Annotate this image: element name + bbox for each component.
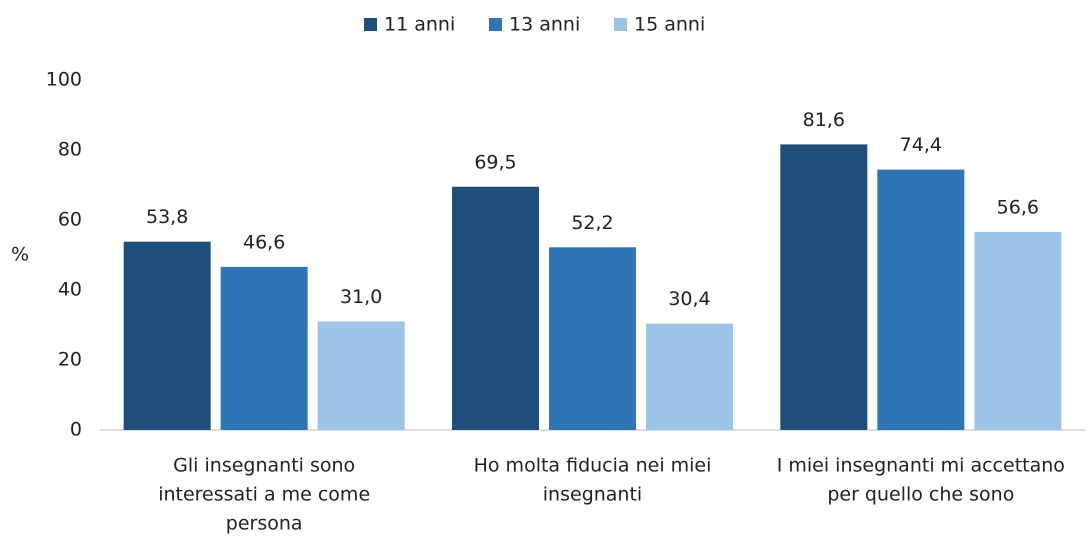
x-tick-label: I miei insegnanti mi accettano [777, 455, 1065, 477]
y-tick-label: 20 [58, 349, 82, 371]
data-label: 30,4 [668, 288, 710, 310]
data-label: 69,5 [474, 151, 516, 173]
bar [220, 266, 308, 430]
bar [646, 323, 733, 430]
bar [780, 144, 868, 430]
legend-label: 15 anni [634, 14, 705, 36]
data-label: 53,8 [146, 206, 188, 228]
bar [974, 231, 1062, 430]
data-label: 31,0 [340, 286, 382, 308]
legend-label: 11 anni [384, 14, 455, 36]
bar [317, 321, 405, 430]
x-tick-label: interessati a me come [158, 484, 370, 506]
y-tick-label: 0 [70, 419, 82, 441]
data-label: 46,6 [243, 231, 285, 253]
x-tick-label: insegnanti [543, 484, 642, 506]
x-tick-label: Gli insegnanti sono [173, 455, 355, 477]
x-tick-label: per quello che sono [827, 484, 1014, 506]
data-label: 81,6 [803, 109, 845, 131]
x-tick-label: persona [226, 513, 303, 535]
bar [549, 247, 636, 430]
y-axis-label: % [11, 244, 29, 266]
legend-swatch [364, 18, 377, 31]
bar [452, 186, 539, 430]
y-tick-label: 60 [58, 209, 82, 231]
bar [877, 169, 965, 430]
y-tick-label: 100 [46, 69, 82, 91]
data-label: 74,4 [900, 134, 942, 156]
legend-swatch [614, 18, 627, 31]
data-label: 52,2 [571, 212, 613, 234]
data-label: 56,6 [997, 196, 1039, 218]
bar [123, 241, 211, 430]
y-tick-label: 40 [58, 279, 82, 301]
legend-label: 13 anni [509, 14, 580, 36]
y-tick-label: 80 [58, 139, 82, 161]
x-tick-label: Ho molta fiducia nei miei [474, 455, 712, 477]
legend-swatch [489, 18, 502, 31]
